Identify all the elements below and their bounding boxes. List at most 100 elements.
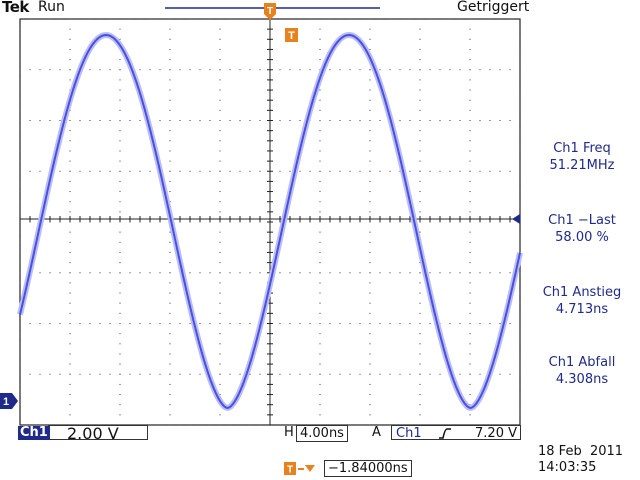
grid-dot	[169, 48, 171, 50]
grid-dot	[449, 170, 451, 172]
grid-dot	[369, 343, 371, 345]
grid-dot	[369, 48, 371, 50]
grid-dot	[249, 69, 251, 71]
grid-dot	[139, 18, 141, 20]
grid-dot	[389, 69, 391, 71]
grid-dot	[399, 373, 401, 375]
grid-dot	[239, 373, 241, 375]
grid-dot	[259, 424, 261, 426]
grid-dot	[319, 333, 321, 335]
grid-dot	[219, 180, 221, 182]
horizontal-scale[interactable]: 4.00ns	[296, 425, 348, 442]
grid-dot	[519, 414, 521, 416]
grid-dot	[469, 150, 471, 152]
grid-dot	[459, 170, 461, 172]
channel-tag[interactable]: Ch1	[18, 425, 50, 440]
grid-dot	[159, 424, 161, 426]
grid-dot	[449, 323, 451, 324]
grid-dot	[419, 201, 421, 203]
channel-scale[interactable]: 2.00 V	[48, 425, 148, 442]
grid-dot	[309, 170, 311, 172]
grid-dot	[69, 343, 71, 345]
grid-dot	[279, 18, 281, 20]
svg-text:T: T	[288, 30, 295, 42]
grid-dot	[319, 89, 321, 91]
horizontal-position[interactable]: −1.84000ns	[324, 460, 412, 477]
grid-dot	[39, 18, 41, 20]
grid-dot	[469, 79, 471, 81]
grid-dot	[419, 191, 421, 193]
grid-dot	[69, 404, 71, 406]
grid-dot	[469, 18, 471, 20]
grid-dot	[239, 323, 241, 324]
grid-dot	[519, 373, 521, 375]
grid-dot	[369, 383, 371, 385]
grid-dot	[319, 38, 321, 40]
status-bar: Tek Run Getriggert	[0, 0, 640, 18]
grid-dot	[149, 373, 151, 375]
grid-dot	[449, 69, 451, 71]
grid-dot	[19, 272, 21, 274]
grid-dot	[469, 28, 471, 30]
grid-dot	[279, 424, 281, 426]
grid-dot	[69, 302, 71, 304]
grid-dot	[169, 140, 171, 142]
grid-dot	[69, 38, 71, 40]
grid-dot	[519, 191, 521, 193]
grid-dot	[119, 150, 121, 152]
grid-dot	[299, 170, 301, 172]
grid-dot	[489, 69, 491, 71]
grid-dot	[419, 211, 421, 213]
grid-dot	[69, 130, 71, 132]
grid-dot	[359, 424, 361, 426]
grid-dot	[319, 272, 321, 274]
grid-dot	[369, 170, 371, 172]
channel-1-marker-icon[interactable]: 1	[0, 393, 18, 409]
grid-dot	[69, 241, 71, 243]
grid-dot	[469, 262, 471, 264]
grid-dot	[119, 323, 121, 324]
grid-dot	[319, 414, 321, 416]
grid-dot	[419, 59, 421, 61]
grid-dot	[39, 69, 41, 71]
grid-dot	[199, 120, 201, 121]
grid-dot	[359, 69, 361, 71]
grid-dot	[459, 272, 461, 274]
grid-dot	[169, 323, 171, 324]
grid-dot	[139, 272, 141, 274]
grid-dot	[469, 414, 471, 416]
grid-dot	[299, 120, 301, 121]
grid-dot	[199, 18, 201, 20]
grid-dot	[69, 160, 71, 162]
grid-dot	[309, 373, 311, 375]
grid-dot	[89, 69, 91, 71]
grid-dot	[199, 170, 201, 172]
grid-dot	[139, 373, 141, 375]
grid-dot	[219, 211, 221, 213]
trigger-readout[interactable]: Ch1 7.20 V	[391, 425, 521, 441]
grid-dot	[179, 424, 181, 426]
grid-dot	[469, 211, 471, 213]
grid-dot	[169, 201, 171, 203]
grid-dot	[379, 170, 381, 172]
grid-dot	[369, 272, 371, 274]
grid-dot	[169, 170, 171, 172]
grid-dot	[299, 373, 301, 375]
grid-dot	[349, 18, 351, 20]
grid-dot	[479, 18, 481, 20]
grid-dot	[119, 201, 121, 203]
grid-dot	[69, 180, 71, 182]
grid-dot	[419, 160, 421, 162]
grid-dot	[169, 333, 171, 335]
grid-dot	[319, 262, 321, 264]
grid-dot	[79, 373, 81, 375]
svg-text:T: T	[287, 465, 293, 476]
grid-dot	[19, 414, 21, 416]
grid-dot	[69, 150, 71, 152]
grid-dot	[69, 363, 71, 365]
grid-dot	[319, 28, 321, 30]
grid-dot	[49, 120, 51, 121]
trigger-marker-icon[interactable]: T	[264, 3, 276, 20]
grid-dot	[149, 323, 151, 324]
grid-dot	[369, 231, 371, 233]
